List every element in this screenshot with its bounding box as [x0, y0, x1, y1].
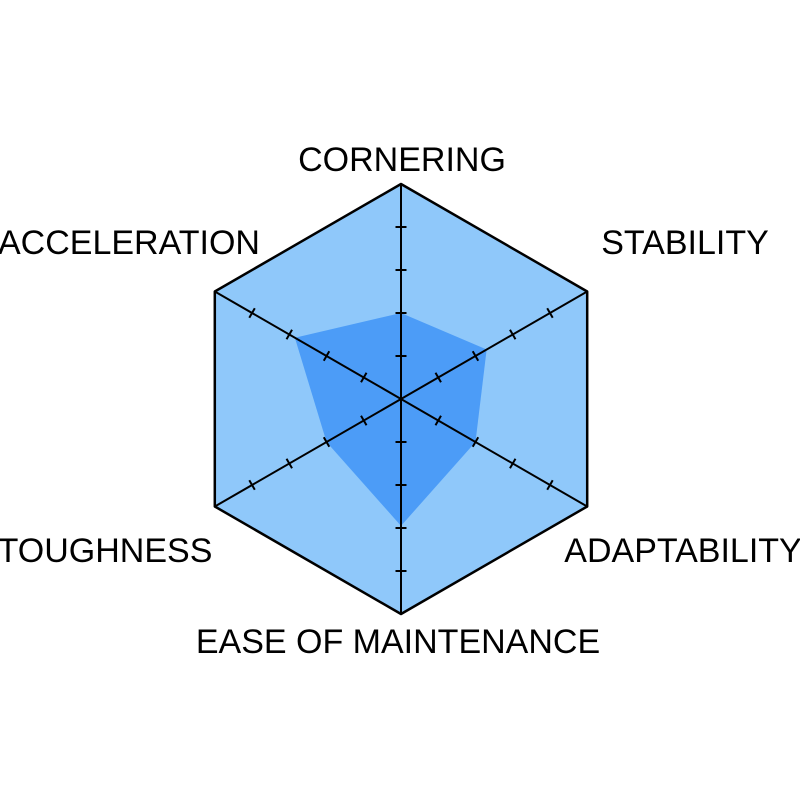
- radar-axis-tick: [322, 350, 331, 362]
- axis-label-ease-of-maintenance: EASE OF MAINTENANCE: [195, 623, 601, 661]
- radar-axis-tick: [434, 372, 442, 383]
- radar-axis-tick: [471, 436, 480, 448]
- radar-axis-spoke: [400, 290, 588, 400]
- radar-axis-tick: [322, 436, 331, 448]
- radar-axis-tick: [360, 372, 368, 383]
- radar-axis-tick: [248, 307, 256, 319]
- radar-axis-spoke: [214, 290, 402, 400]
- radar-axis-spoke: [400, 398, 588, 508]
- axis-label-adaptability: ADAPTABILITY: [564, 532, 800, 570]
- axis-label-acceleration: ACCELERATION: [0, 224, 260, 262]
- axis-label-stability: STABILITY: [601, 224, 769, 262]
- radar-axis-tick: [285, 329, 293, 340]
- radar-axis-tick: [546, 479, 554, 491]
- radar-axis-tick: [248, 479, 256, 491]
- axis-label-cornering: CORNERING: [298, 141, 506, 179]
- radar-axis-tick: [434, 415, 442, 426]
- radar-axis-tick: [509, 329, 517, 340]
- radar-axis-spoke: [214, 398, 402, 508]
- radar-axis-tick: [360, 415, 368, 426]
- radar-axis-tick: [546, 307, 554, 319]
- radar-axis-tick: [285, 458, 293, 469]
- radar-axis-tick: [509, 458, 517, 469]
- axis-label-toughness: TOUGHNESS: [0, 532, 213, 570]
- radar-axis-tick: [471, 350, 480, 362]
